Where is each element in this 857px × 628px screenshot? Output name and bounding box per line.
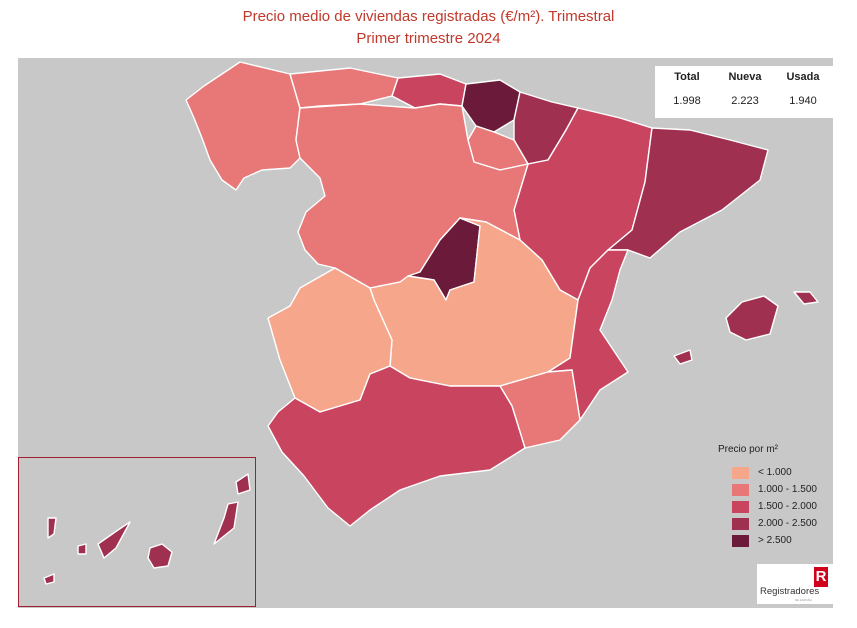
island-gran-canaria — [147, 543, 173, 569]
island-el-hierro — [43, 573, 55, 585]
summary-value-nueva: 2.223 — [731, 95, 759, 107]
summary-header-usada: Usada — [786, 71, 820, 83]
legend-swatch — [732, 483, 749, 496]
legend-swatch — [732, 466, 749, 479]
summary-value-usada: 1.940 — [789, 95, 817, 107]
legend-label: 2.000 - 2.500 — [758, 518, 817, 529]
legend-swatch — [732, 517, 749, 530]
logo-text: Registradores — [760, 586, 820, 597]
map-title: Precio medio de viviendas registradas (€… — [242, 8, 615, 25]
island-lanzarote — [235, 473, 251, 495]
region-cantabria — [391, 73, 467, 109]
legend-label: > 2.500 — [758, 535, 792, 546]
island-mallorca — [725, 295, 779, 341]
summary-header-total: Total — [674, 71, 700, 83]
region-andalucia — [267, 365, 526, 527]
region-cataluna — [607, 127, 769, 259]
legend-title: Precio por m² — [718, 444, 779, 455]
island-la-palma — [47, 517, 57, 539]
legend: Precio por m² < 1.000 1.000 - 1.500 1.50… — [718, 444, 817, 549]
region-galicia — [185, 61, 301, 191]
registradores-logo: R Registradores DE ESPAÑA — [757, 564, 833, 604]
legend-item: 1.500 - 2.000 — [718, 498, 817, 515]
summary-table: Total Nueva Usada 1.998 2.223 1.940 — [655, 66, 834, 118]
legend-swatch — [732, 534, 749, 547]
legend-label: 1.500 - 2.000 — [758, 501, 817, 512]
island-fuerteventura — [213, 501, 239, 545]
island-ibiza — [673, 349, 693, 365]
legend-label: < 1.000 — [758, 467, 792, 478]
island-la-gomera — [77, 543, 87, 555]
summary-value-total: 1.998 — [673, 95, 701, 107]
logo-mark: R — [814, 567, 828, 587]
legend-item: < 1.000 — [718, 464, 817, 481]
summary-header-nueva: Nueva — [728, 71, 762, 83]
map-area — [18, 58, 833, 608]
region-valencia — [547, 249, 629, 421]
legend-label: 1.000 - 1.500 — [758, 484, 817, 495]
region-asturias — [289, 67, 399, 109]
spain-map — [43, 61, 819, 585]
legend-item: > 2.500 — [718, 532, 817, 549]
legend-item: 2.000 - 2.500 — [718, 515, 817, 532]
legend-item: 1.000 - 1.500 — [718, 481, 817, 498]
map-subtitle: Primer trimestre 2024 — [356, 30, 501, 47]
region-pais-vasco — [461, 79, 521, 133]
logo-subtext: DE ESPAÑA — [795, 598, 812, 602]
island-tenerife — [97, 521, 131, 559]
canary-islands-inset-frame — [18, 457, 256, 607]
legend-swatch — [732, 500, 749, 513]
island-menorca — [793, 291, 819, 305]
